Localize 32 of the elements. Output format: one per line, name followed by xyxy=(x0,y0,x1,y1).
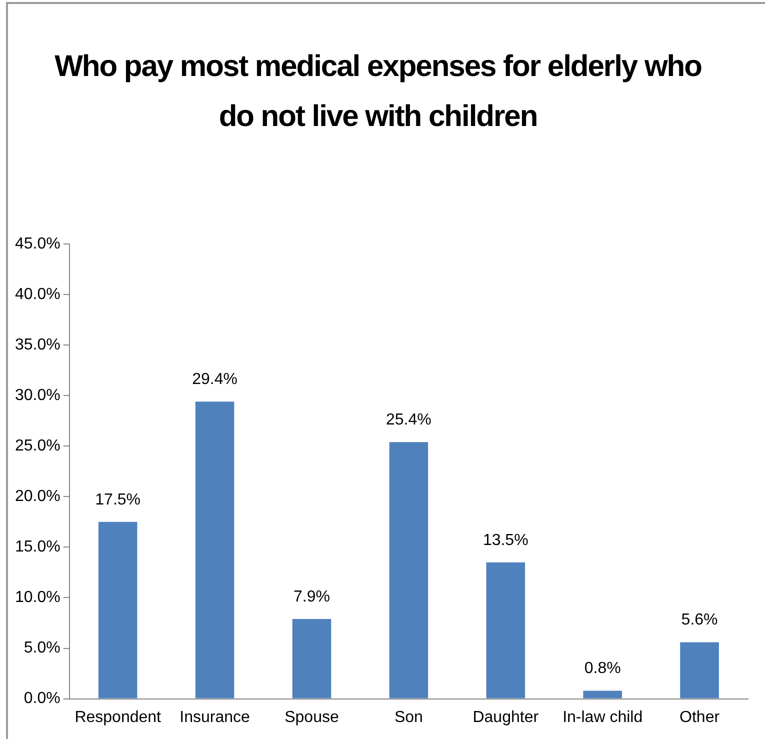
y-tick-label: 15.0% xyxy=(14,538,60,556)
y-tick-label: 5.0% xyxy=(24,640,60,657)
data-label: 13.5% xyxy=(482,532,528,549)
y-tick-label: 10.0% xyxy=(14,589,60,606)
y-tick-label: 0.0% xyxy=(24,690,60,708)
data-label: 17.5% xyxy=(95,491,141,508)
chart-title: Who pay most medical expenses for elderly who do not live with children xyxy=(54,49,702,135)
x-tick-label: Insurance xyxy=(180,708,250,726)
bar xyxy=(389,442,428,698)
y-tick-label: 45.0% xyxy=(14,235,60,252)
x-tick-label: Spouse xyxy=(284,708,339,726)
x-tick-label: Son xyxy=(394,708,423,726)
data-label: 7.9% xyxy=(294,588,330,606)
bar xyxy=(292,618,332,698)
y-tick-label: 25.0% xyxy=(14,438,60,455)
bar xyxy=(98,522,138,698)
data-label: 25.4% xyxy=(386,411,432,428)
y-tick-label: 40.0% xyxy=(14,286,60,303)
x-tick-label: Other xyxy=(680,708,720,726)
data-label: 5.6% xyxy=(681,612,718,629)
x-tick-label: Daughter xyxy=(472,708,540,726)
data-label: 29.4% xyxy=(192,371,238,388)
x-tick-label: Respondent xyxy=(74,708,162,726)
bar xyxy=(486,562,526,698)
data-label: 0.8% xyxy=(584,660,621,678)
y-tick-label: 20.0% xyxy=(14,488,60,506)
bar xyxy=(583,690,622,698)
bar xyxy=(195,402,234,698)
x-tick-label: In-law child xyxy=(562,708,643,726)
y-tick-label: 30.0% xyxy=(14,387,60,404)
bar xyxy=(680,642,719,698)
y-tick-label: 35.0% xyxy=(14,336,60,354)
